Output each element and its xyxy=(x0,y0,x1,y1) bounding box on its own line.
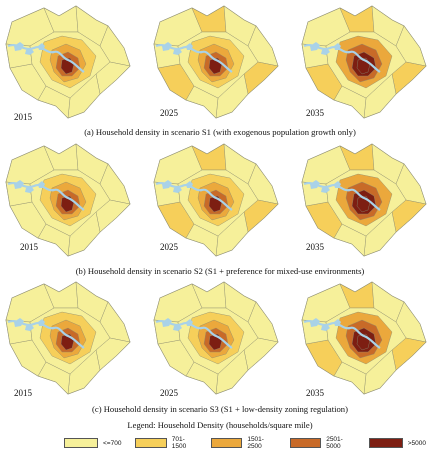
lake xyxy=(25,324,34,331)
lake xyxy=(173,324,182,331)
legend: <=700 701-1500 1501-2500 2501-5000 >5000 xyxy=(64,436,440,450)
legend-swatch xyxy=(210,438,243,448)
lake xyxy=(186,319,193,326)
year-label: 2025 xyxy=(160,388,178,398)
legend-swatch xyxy=(289,438,322,448)
lake xyxy=(321,48,330,55)
lake xyxy=(173,48,182,55)
legend-swatch xyxy=(135,438,167,448)
lake xyxy=(186,181,193,188)
lake xyxy=(25,186,34,193)
river xyxy=(7,320,85,349)
lake xyxy=(334,319,341,326)
lake xyxy=(334,181,341,188)
legend-item: 2501-5000 xyxy=(289,436,355,450)
map-b-3 xyxy=(300,140,430,260)
county-map xyxy=(5,143,131,257)
lake xyxy=(14,318,24,327)
county-map xyxy=(301,5,427,119)
legend-swatch xyxy=(368,438,403,448)
map-a-1 xyxy=(4,2,134,122)
legend-label: 1501-2500 xyxy=(247,436,264,450)
year-label: 2025 xyxy=(160,108,178,118)
lake xyxy=(38,43,45,50)
caption: (b) Household density in scenario S2 (S1… xyxy=(75,266,365,276)
county-map xyxy=(153,281,279,395)
map-a-3 xyxy=(300,2,430,122)
legend-item: >5000 xyxy=(368,438,426,448)
river xyxy=(155,182,233,211)
lake xyxy=(162,42,172,51)
river xyxy=(303,320,381,349)
year-label: 2035 xyxy=(306,388,324,398)
county-map xyxy=(153,143,279,257)
lake xyxy=(310,180,320,189)
river xyxy=(303,182,381,211)
county-map xyxy=(301,281,427,395)
map-c-1 xyxy=(4,278,134,398)
river xyxy=(155,320,233,349)
river xyxy=(7,44,85,73)
map-a-2 xyxy=(152,2,282,122)
map-c-3 xyxy=(300,278,430,398)
map-b-2 xyxy=(152,140,282,260)
lake xyxy=(334,43,341,50)
lake xyxy=(321,324,330,331)
caption: (c) Household density in scenario S3 (S1… xyxy=(92,404,348,414)
year-label: 2035 xyxy=(306,108,324,118)
legend-label: 701-1500 xyxy=(171,436,187,450)
river xyxy=(155,44,233,73)
lake xyxy=(310,42,320,51)
river xyxy=(7,182,85,211)
lake xyxy=(14,180,24,189)
lake xyxy=(162,318,172,327)
lake xyxy=(186,43,193,50)
year-label: 2035 xyxy=(306,242,324,252)
legend-item: <=700 xyxy=(64,438,121,448)
lake xyxy=(38,319,45,326)
lake xyxy=(173,186,182,193)
map-b-1 xyxy=(4,140,134,260)
county-map xyxy=(5,5,131,119)
legend-item: 701-1500 xyxy=(135,436,197,450)
lake xyxy=(25,48,34,55)
map-c-2 xyxy=(152,278,282,398)
caption: (a) Household density in scenario S1 (wi… xyxy=(84,127,356,137)
legend-label: 2501-5000 xyxy=(326,436,343,450)
county-map xyxy=(153,5,279,119)
legend-swatch xyxy=(64,438,98,448)
year-label: 2015 xyxy=(14,388,32,398)
county-map xyxy=(301,143,427,257)
year-label: 2015 xyxy=(20,242,38,252)
year-label: 2025 xyxy=(160,242,178,252)
lake xyxy=(321,186,330,193)
lake xyxy=(162,180,172,189)
legend-title: Legend: Household Density (households/sq… xyxy=(127,420,313,430)
lake xyxy=(38,181,45,188)
river xyxy=(303,44,381,73)
lake xyxy=(14,42,24,51)
lake xyxy=(310,318,320,327)
legend-label: <=700 xyxy=(103,439,122,447)
county-map xyxy=(5,281,131,395)
legend-label: >5000 xyxy=(407,439,426,447)
legend-item: 1501-2500 xyxy=(210,436,276,450)
year-label: 2015 xyxy=(14,112,32,122)
